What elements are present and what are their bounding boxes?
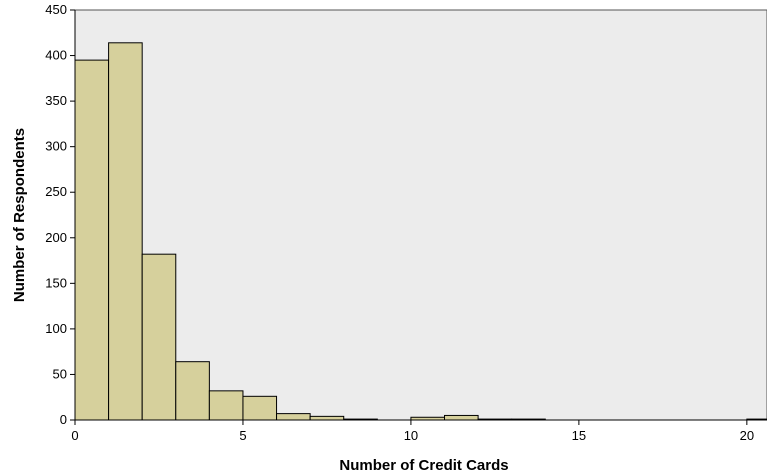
histogram-bar bbox=[108, 42, 143, 421]
y-tick-label: 150 bbox=[45, 275, 67, 290]
y-axis-title: Number of Respondents bbox=[11, 128, 28, 302]
x-tick-label: 5 bbox=[239, 428, 246, 443]
x-tick-label: 0 bbox=[71, 428, 78, 443]
x-axis-title: Number of Credit Cards bbox=[339, 457, 508, 474]
bars-group bbox=[74, 42, 767, 421]
histogram-bar bbox=[309, 415, 345, 421]
histogram-bar bbox=[141, 253, 177, 421]
y-tick-label: 100 bbox=[45, 321, 67, 336]
x-tick-label: 20 bbox=[740, 428, 754, 443]
histogram-bar bbox=[74, 59, 110, 421]
histogram-bar bbox=[242, 395, 278, 421]
histogram-bar bbox=[175, 361, 210, 421]
y-tick-label: 400 bbox=[45, 48, 67, 63]
x-tick-label: 15 bbox=[572, 428, 586, 443]
plot-area bbox=[74, 9, 767, 421]
y-tick-label: 450 bbox=[45, 2, 67, 17]
y-tick-label: 250 bbox=[45, 184, 67, 199]
y-tick-label: 0 bbox=[60, 412, 67, 427]
x-tick-label: 10 bbox=[404, 428, 418, 443]
histogram-bar bbox=[444, 414, 479, 421]
histogram-bar bbox=[276, 413, 311, 421]
y-tick-label: 300 bbox=[45, 139, 67, 154]
y-tick-label: 200 bbox=[45, 230, 67, 245]
axes-group: 0 50 100 150 200 250 300 350 400 450 0 5 10 15 20 bbox=[45, 2, 767, 443]
y-tick-label: 50 bbox=[53, 366, 67, 381]
y-tick-label: 350 bbox=[45, 93, 67, 108]
histogram-bar bbox=[208, 390, 244, 421]
